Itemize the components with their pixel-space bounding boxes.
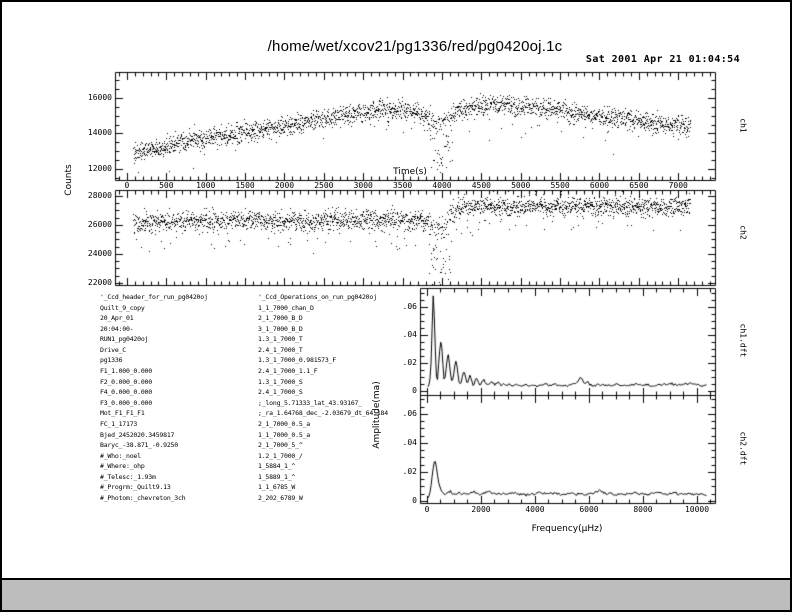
tick-label: .02 [402, 358, 417, 367]
tick-label: 4000 [432, 181, 452, 190]
tick-label: 12000 [87, 163, 112, 173]
header-line: F1_1.000_0.000 [100, 367, 152, 376]
y-axis-label-counts: Counts [64, 164, 74, 196]
tick-label: 0 [412, 495, 417, 505]
tick-label: 16000 [87, 92, 112, 102]
tick-label: 8000 [633, 505, 653, 514]
tick-label: 28000 [87, 190, 112, 200]
header-line: FC_1_17173 [100, 419, 138, 428]
header-line: 20_Apr_01 [100, 314, 134, 323]
tick-label: 6500 [629, 181, 649, 190]
tick-label: 5500 [550, 181, 570, 190]
header-line: #_Who:_noel [100, 451, 141, 460]
tick-label: 1000 [196, 181, 216, 190]
header-line: ;_long_5.71333_lat_43.93167_ [258, 398, 362, 407]
x-axis-label-time: Time(s) [393, 167, 427, 177]
header-line: 1_1_6785_W [258, 483, 296, 492]
tick-label: 14000 [87, 128, 112, 138]
tick-label: 3500 [392, 181, 413, 190]
header-line: 1.2_1_7000_/ [258, 451, 303, 460]
plot-title: /home/wet/xcov21/pg1336/red/pg0420oj.1c [267, 38, 563, 55]
tick-label: 0 [424, 505, 430, 514]
header-line: 1.3_1_7000_0.981573_F [258, 356, 336, 365]
tick-label: .02 [402, 466, 417, 476]
tick-label: .06 [402, 302, 417, 312]
header-line: Drive_C [100, 345, 126, 354]
tick-label: 7000 [668, 181, 688, 190]
header-line: 2_1_7000_5_^ [258, 441, 303, 450]
tick-label: 1500 [235, 181, 255, 190]
header-line: #_Progrm:_Quilt9.13 [100, 483, 171, 492]
header-line: #_Photom:_chevreton_3ch [100, 494, 186, 503]
panel-label-ch2-dft: ch2.dft [738, 431, 748, 466]
header-line: 1_5889_1_^ [258, 472, 296, 481]
header-line: Mot_F1_F1_F1 [100, 409, 145, 418]
header-line: 2.4_1_7000_S [258, 388, 303, 397]
header-line: 2.4_1_7000_1.1_F [258, 367, 318, 376]
header-line: 1.3_1_7000_S [258, 377, 303, 386]
tick-label: .06 [402, 408, 417, 418]
timestamp: Sat 2001 Apr 21 01:04:54 [585, 54, 740, 65]
header-line: pg1336 [100, 356, 123, 365]
header-line: RUN1_pg0420oj [100, 335, 149, 344]
tick-label: 0 [412, 385, 417, 395]
header-line: Baryc_-38.871_-0.9250 [100, 441, 178, 450]
tick-label: 10000 [684, 505, 710, 514]
header-line: 1_5884_1_^ [258, 462, 296, 471]
header-line: 2_202_6789_W [258, 494, 303, 503]
plot-canvas [0, 0, 792, 578]
header-line: F2_0.000_0.000 [100, 377, 152, 386]
header-line: '_Ccd_Operations_on_run_pg0420oj [258, 293, 377, 301]
panel-label-ch1: ch1 [738, 118, 748, 133]
panel-label-ch1-dft: ch1.dft [738, 323, 748, 358]
tick-label: 2000 [274, 181, 295, 190]
panel-label-ch2: ch2 [738, 225, 748, 240]
tick-label: 5000 [511, 181, 531, 190]
tick-label: 3000 [353, 181, 373, 190]
tick-label: 6000 [579, 505, 599, 514]
tick-label: .04 [402, 437, 417, 447]
header-line: 2.4_1_7000_T [258, 345, 303, 354]
tick-label: 6000 [589, 181, 610, 190]
header-line: F4_0.000_0.000 [100, 388, 152, 397]
header-line: Bjed_2452020.3459817 [100, 430, 175, 439]
tick-label: 2000 [471, 505, 491, 514]
header-line: 1.3_1_7000_T [258, 335, 303, 344]
header-line: '_Ccd_header_for_run_pg0420oj [100, 293, 208, 301]
header-line: 2_1_7000_0.5_a [258, 419, 310, 428]
tick-label: 24000 [87, 248, 112, 258]
header-line: 1_1_7000_chan_D [258, 303, 314, 312]
window-chrome-strip [0, 578, 792, 612]
header-line: 1_1_7000_0.5_a [258, 430, 310, 439]
tick-label: 4500 [471, 181, 491, 190]
tick-label: 500 [159, 181, 174, 190]
header-line: #_Where:_ohp [100, 462, 145, 471]
x-axis-label-frequency: Frequency(μHz) [531, 524, 603, 534]
header-line: 3_1_7000_B_D [258, 324, 303, 333]
header-line: 2_1_7000_B_D [258, 314, 303, 323]
tick-label: .04 [402, 330, 417, 340]
tick-label: 0 [124, 181, 130, 190]
header-line: Quilt_9_copy [100, 303, 145, 312]
tick-label: 26000 [87, 219, 112, 229]
header-line: ;_ra_1.64768_dec_-2.03679_dt_64.184 [258, 409, 388, 418]
tick-label: 2500 [314, 181, 334, 190]
tick-label: 4000 [525, 505, 545, 514]
header-line: F3_0.000_0.000 [100, 398, 152, 407]
header-line: 20:04:00- [100, 324, 134, 333]
header-line: #_Telesc:_1.93m [100, 472, 156, 481]
tick-label: 22000 [87, 277, 112, 287]
